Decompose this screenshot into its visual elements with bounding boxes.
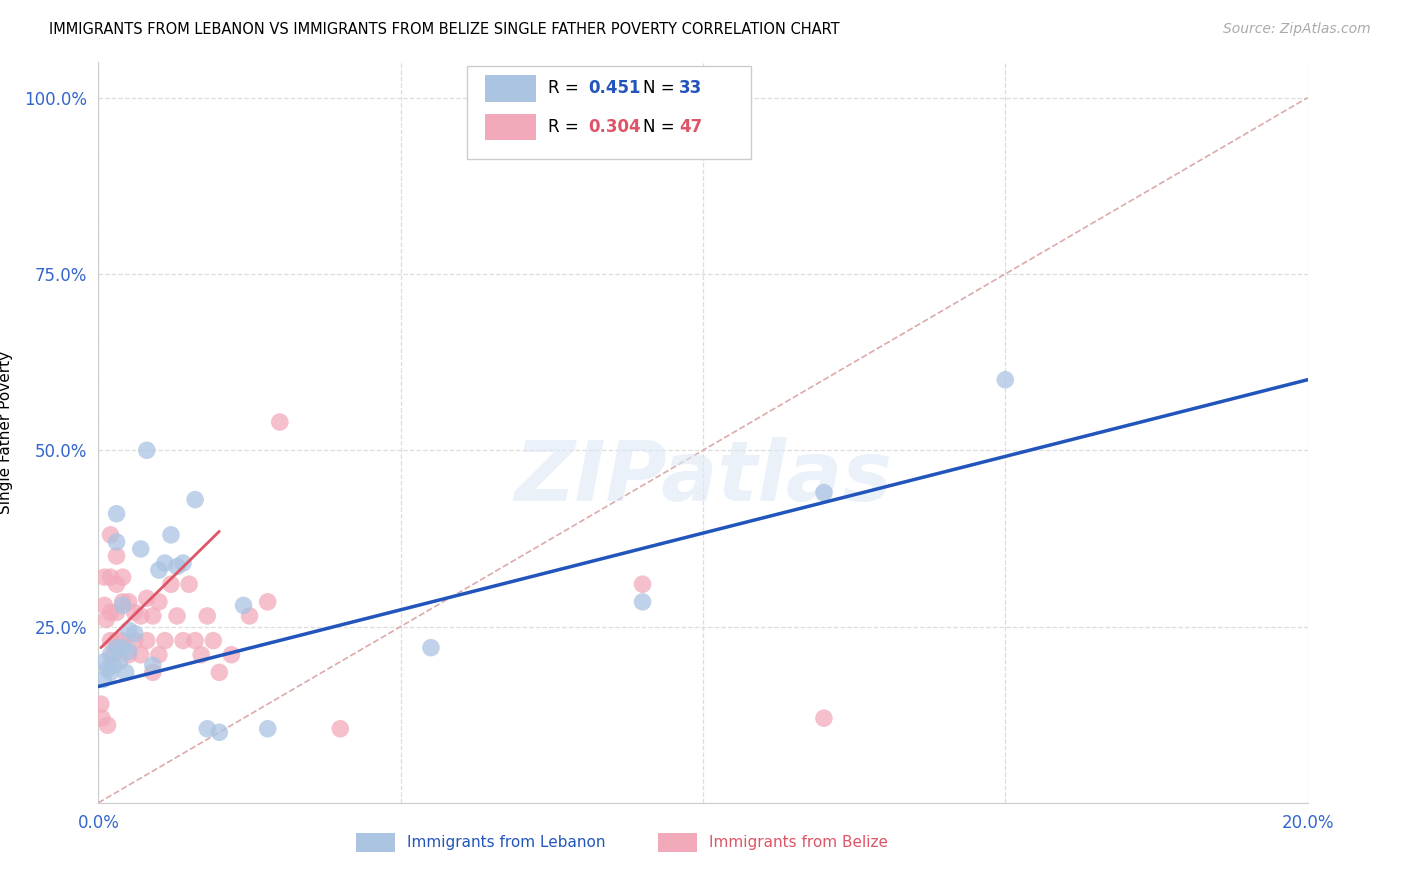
Point bbox=[160, 528, 183, 542]
Point bbox=[129, 648, 152, 662]
Point bbox=[202, 633, 225, 648]
Point bbox=[103, 648, 125, 662]
Point bbox=[148, 648, 170, 662]
Point bbox=[994, 373, 1017, 387]
Point bbox=[93, 570, 115, 584]
Y-axis label: Single Father Poverty: Single Father Poverty bbox=[0, 351, 13, 514]
Point bbox=[256, 722, 278, 736]
Point bbox=[420, 640, 443, 655]
Point bbox=[221, 648, 243, 662]
FancyBboxPatch shape bbox=[658, 833, 697, 853]
Text: IMMIGRANTS FROM LEBANON VS IMMIGRANTS FROM BELIZE SINGLE FATHER POVERTY CORRELAT: IMMIGRANTS FROM LEBANON VS IMMIGRANTS FR… bbox=[49, 22, 839, 37]
Text: N =: N = bbox=[643, 118, 679, 136]
FancyBboxPatch shape bbox=[485, 75, 536, 102]
Point bbox=[142, 665, 165, 680]
Point bbox=[111, 570, 134, 584]
Point bbox=[118, 595, 141, 609]
Point bbox=[118, 644, 141, 658]
Point bbox=[108, 655, 131, 669]
Point bbox=[105, 577, 128, 591]
Point bbox=[184, 633, 207, 648]
Point bbox=[148, 595, 170, 609]
Point bbox=[142, 658, 165, 673]
Point bbox=[208, 725, 231, 739]
Point bbox=[813, 711, 835, 725]
Point bbox=[631, 577, 654, 591]
Text: R =: R = bbox=[548, 79, 585, 97]
Point bbox=[124, 633, 146, 648]
Point bbox=[118, 648, 141, 662]
Text: Immigrants from Lebanon: Immigrants from Lebanon bbox=[406, 835, 605, 850]
Point bbox=[105, 549, 128, 563]
Point bbox=[208, 665, 231, 680]
FancyBboxPatch shape bbox=[356, 833, 395, 853]
Point bbox=[96, 662, 118, 676]
Text: Source: ZipAtlas.com: Source: ZipAtlas.com bbox=[1223, 22, 1371, 37]
Point bbox=[90, 697, 112, 711]
FancyBboxPatch shape bbox=[467, 66, 751, 159]
Point bbox=[91, 711, 114, 725]
Point bbox=[100, 633, 122, 648]
Point bbox=[135, 591, 157, 606]
Point bbox=[100, 570, 122, 584]
Point bbox=[100, 606, 122, 620]
Point bbox=[129, 609, 152, 624]
Point bbox=[153, 556, 176, 570]
Point bbox=[232, 599, 254, 613]
Point bbox=[118, 623, 141, 637]
Text: 33: 33 bbox=[679, 79, 702, 97]
Point bbox=[124, 626, 146, 640]
Point bbox=[160, 577, 183, 591]
Point bbox=[129, 541, 152, 556]
Point bbox=[179, 577, 201, 591]
Text: ZIPatlas: ZIPatlas bbox=[515, 436, 891, 517]
Text: 0.304: 0.304 bbox=[588, 118, 641, 136]
Point bbox=[105, 606, 128, 620]
Point bbox=[269, 415, 291, 429]
Point bbox=[166, 559, 188, 574]
Point bbox=[172, 556, 194, 570]
Point bbox=[93, 599, 115, 613]
Point bbox=[813, 485, 835, 500]
Text: 0.451: 0.451 bbox=[588, 79, 641, 97]
Point bbox=[190, 648, 212, 662]
Point bbox=[239, 609, 262, 624]
Point bbox=[100, 665, 122, 680]
Point bbox=[100, 648, 122, 662]
Point bbox=[135, 633, 157, 648]
Point bbox=[105, 535, 128, 549]
Text: N =: N = bbox=[643, 79, 679, 97]
FancyBboxPatch shape bbox=[485, 113, 536, 140]
Point bbox=[111, 599, 134, 613]
Point bbox=[184, 492, 207, 507]
Point bbox=[103, 658, 125, 673]
Point bbox=[256, 595, 278, 609]
Point bbox=[105, 507, 128, 521]
Point bbox=[100, 528, 122, 542]
Point bbox=[96, 718, 118, 732]
Point bbox=[111, 633, 134, 648]
Point bbox=[111, 640, 134, 655]
Point bbox=[153, 633, 176, 648]
Point bbox=[111, 595, 134, 609]
Point bbox=[96, 612, 118, 626]
Point bbox=[148, 563, 170, 577]
Text: Immigrants from Belize: Immigrants from Belize bbox=[709, 835, 889, 850]
Point bbox=[195, 722, 218, 736]
Point bbox=[631, 595, 654, 609]
Point bbox=[105, 633, 128, 648]
Point bbox=[105, 640, 128, 655]
Point bbox=[124, 606, 146, 620]
Point bbox=[142, 609, 165, 624]
Point bbox=[172, 633, 194, 648]
Point bbox=[114, 665, 136, 680]
Point bbox=[135, 443, 157, 458]
Point bbox=[166, 609, 188, 624]
Point bbox=[93, 655, 115, 669]
Point bbox=[195, 609, 218, 624]
Text: R =: R = bbox=[548, 118, 585, 136]
Point bbox=[329, 722, 352, 736]
Text: 47: 47 bbox=[679, 118, 702, 136]
Point bbox=[91, 673, 114, 687]
